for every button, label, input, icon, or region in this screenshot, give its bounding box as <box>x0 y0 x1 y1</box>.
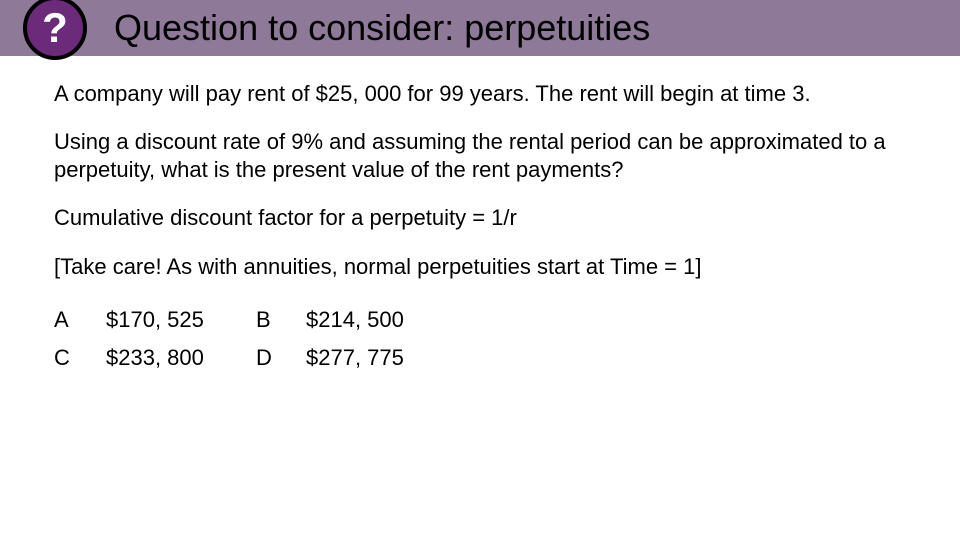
option-value-a: $170, 525 <box>106 301 256 339</box>
paragraph-3: Cumulative discount factor for a perpetu… <box>54 204 906 232</box>
option-label-c: C <box>54 339 106 377</box>
options-row: A $170, 525 B $214, 500 <box>54 301 456 339</box>
content-area: A company will pay rent of $25, 000 for … <box>0 56 960 377</box>
option-value-b: $214, 500 <box>306 301 456 339</box>
slide-title: Question to consider: perpetuities <box>114 7 650 49</box>
question-mark-icon: ? <box>23 0 87 60</box>
option-label-d: D <box>256 339 306 377</box>
options-table: A $170, 525 B $214, 500 C $233, 800 D $2… <box>54 301 456 377</box>
header-bar: ? Question to consider: perpetuities <box>0 0 960 56</box>
option-value-d: $277, 775 <box>306 339 456 377</box>
option-value-c: $233, 800 <box>106 339 256 377</box>
paragraph-4: [Take care! As with annuities, normal pe… <box>54 253 906 281</box>
option-label-a: A <box>54 301 106 339</box>
header-icon-area: ? <box>0 0 110 56</box>
paragraph-1: A company will pay rent of $25, 000 for … <box>54 80 906 108</box>
question-mark-glyph: ? <box>42 4 68 52</box>
option-label-b: B <box>256 301 306 339</box>
options-row: C $233, 800 D $277, 775 <box>54 339 456 377</box>
paragraph-2: Using a discount rate of 9% and assuming… <box>54 128 906 184</box>
